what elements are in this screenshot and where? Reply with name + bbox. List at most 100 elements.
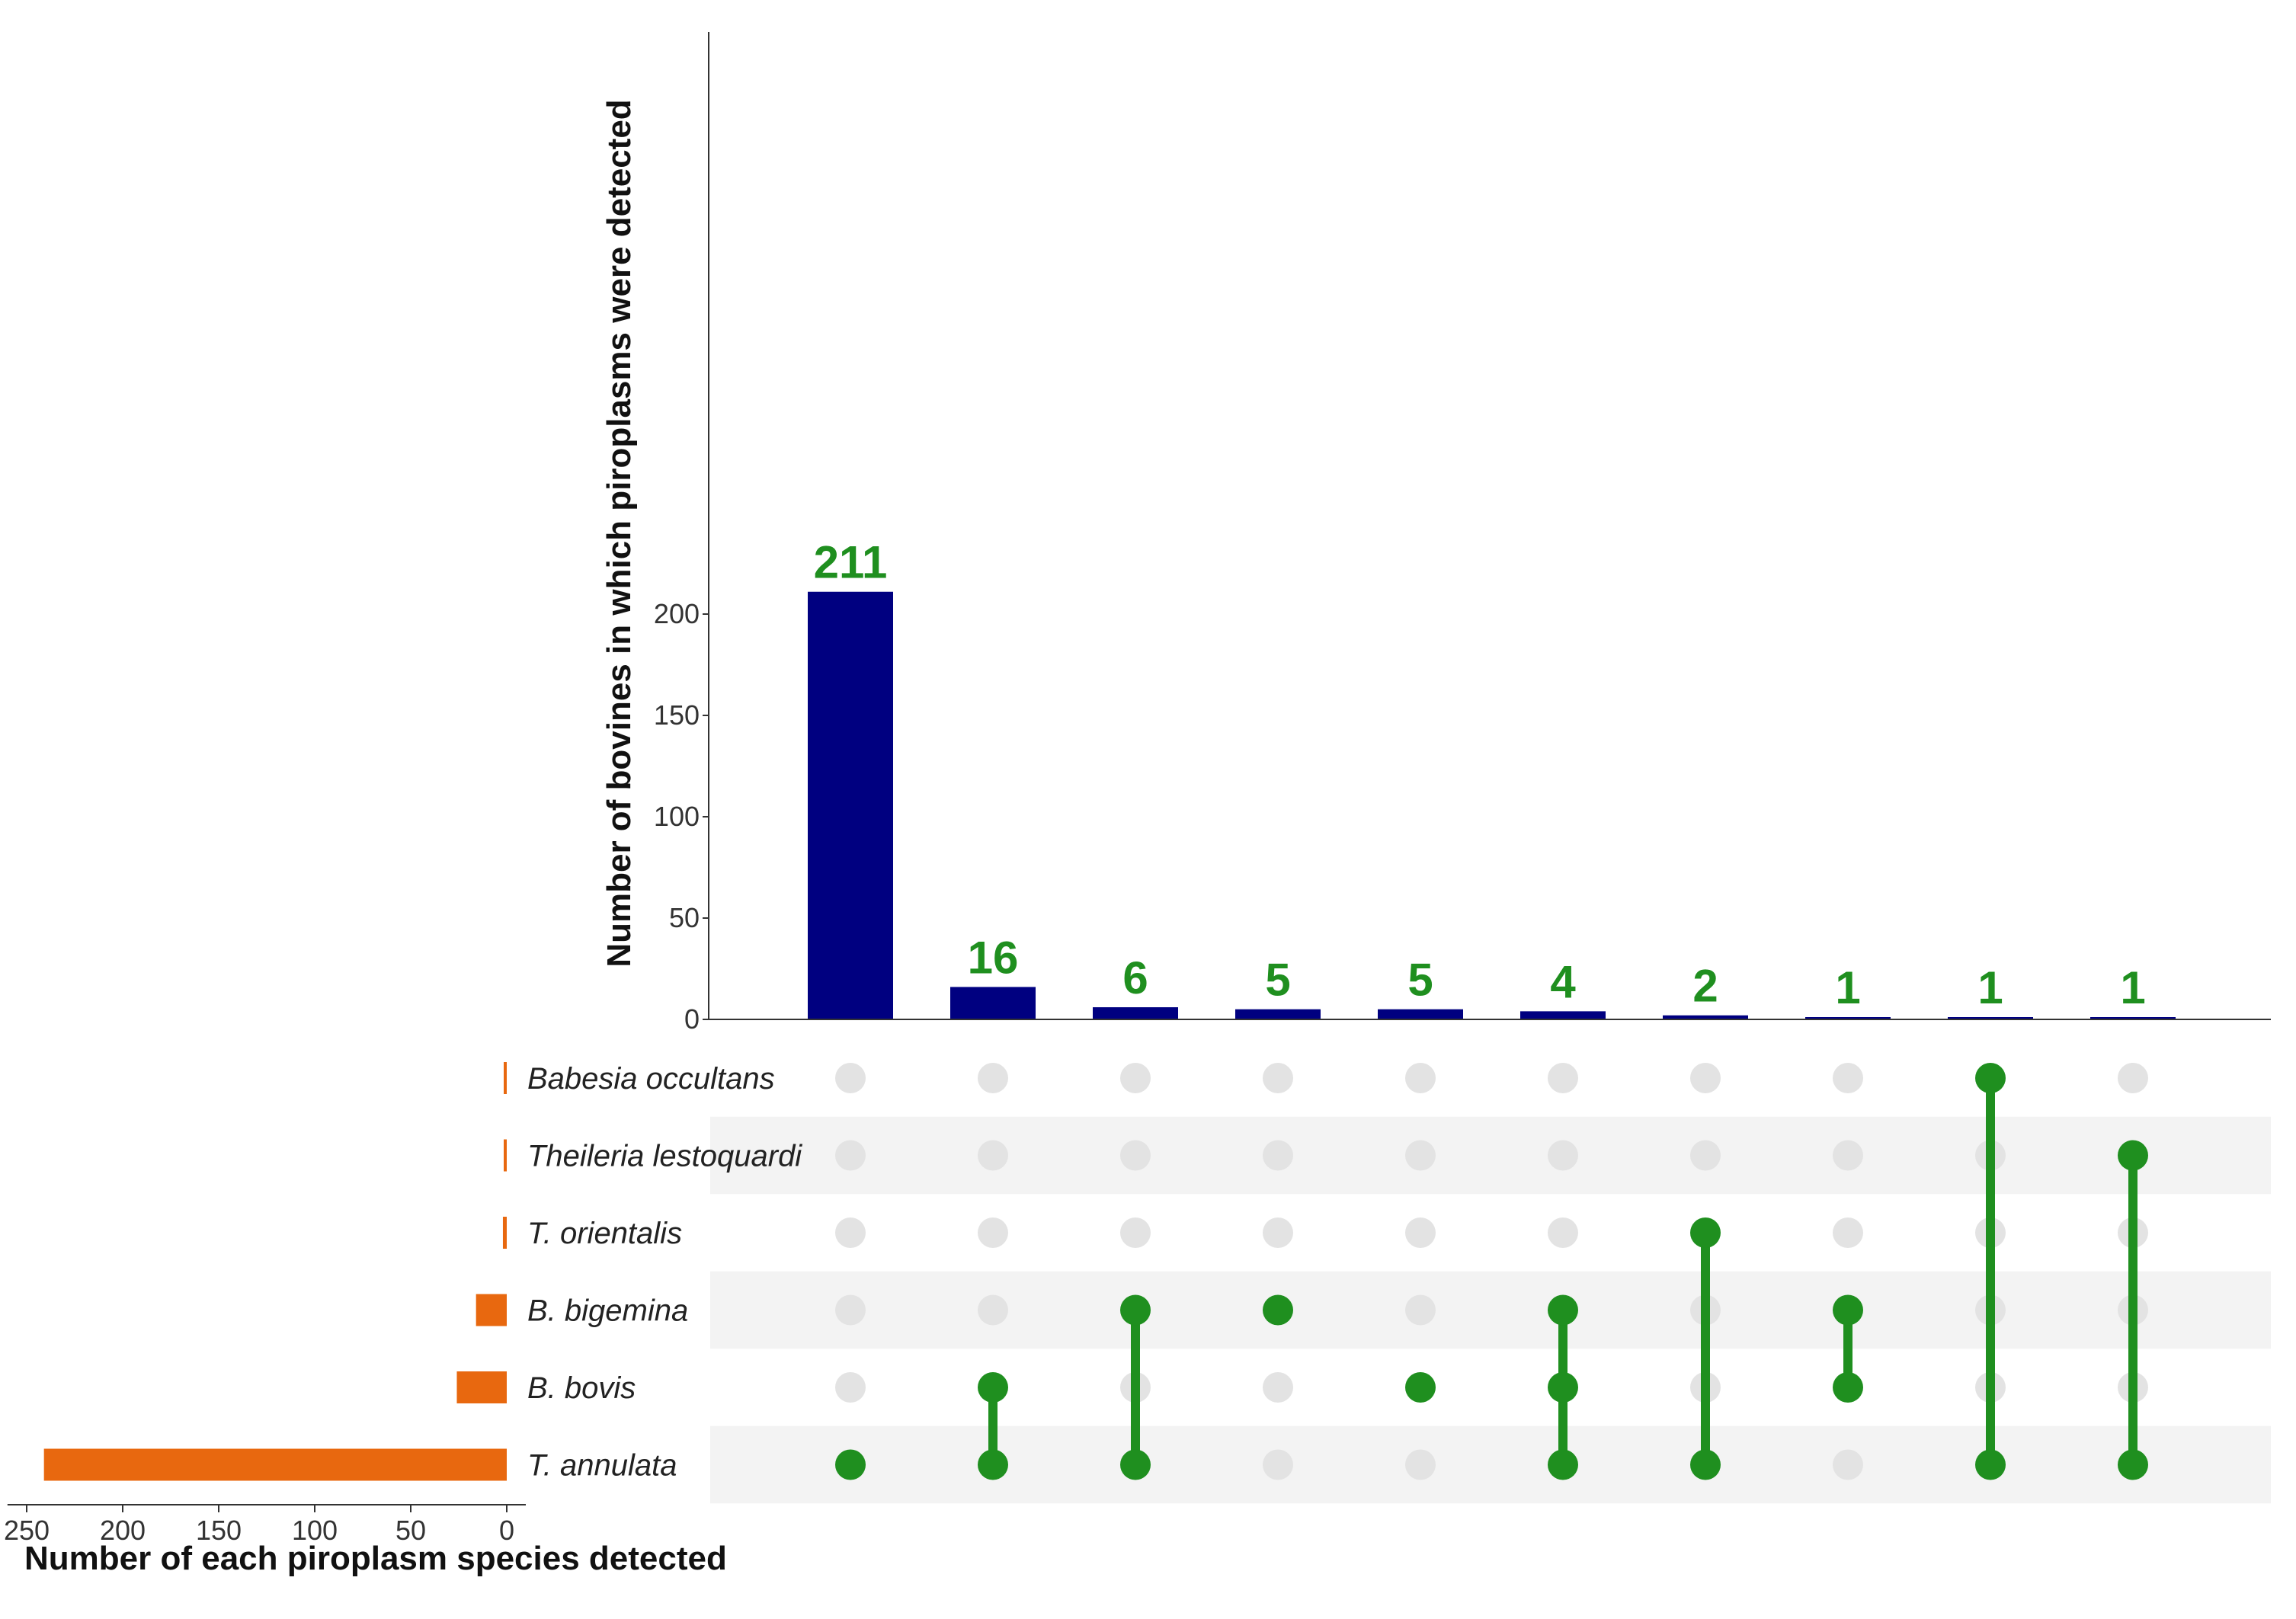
matrix-dot-inactive xyxy=(1405,1217,1436,1248)
matrix-dot-active xyxy=(1548,1372,1578,1403)
matrix-dot-inactive xyxy=(835,1217,866,1248)
bar-value-label: 4 xyxy=(1550,956,1576,1007)
set-tick-label: 0 xyxy=(499,1515,514,1546)
matrix-dot-active xyxy=(1833,1372,1863,1403)
set-tick-label: 100 xyxy=(292,1515,338,1546)
matrix-dot-active xyxy=(2118,1140,2148,1171)
matrix-dot-active xyxy=(978,1372,1008,1403)
matrix-dot-inactive xyxy=(835,1372,866,1403)
y-tick-label: 200 xyxy=(654,598,700,629)
bar-value-label: 16 xyxy=(968,932,1019,983)
matrix-dot-inactive xyxy=(1833,1449,1863,1480)
matrix-dot-inactive xyxy=(1263,1217,1293,1248)
matrix-dot-inactive xyxy=(1548,1217,1578,1248)
matrix-dot-active xyxy=(1690,1449,1721,1480)
matrix-dot-inactive xyxy=(1690,1063,1721,1093)
matrix-dots xyxy=(835,1063,2148,1480)
matrix-dot-inactive xyxy=(1833,1063,1863,1093)
y-tick-label: 100 xyxy=(654,801,700,832)
set-label: T. annulata xyxy=(527,1449,677,1483)
matrix-dot-inactive xyxy=(835,1063,866,1093)
bar-value-label: 5 xyxy=(1407,955,1433,1006)
bar-value-label: 5 xyxy=(1265,955,1290,1006)
y-tick-label: 0 xyxy=(684,1003,700,1035)
bar-value-label: 6 xyxy=(1122,952,1148,1003)
matrix-dot-inactive xyxy=(1548,1063,1578,1093)
bar-value-label: 1 xyxy=(2120,962,2145,1013)
set-size-bar xyxy=(502,1217,507,1249)
set-tick-label: 50 xyxy=(395,1515,426,1546)
matrix-dot-active xyxy=(2118,1449,2148,1480)
matrix-dot-inactive xyxy=(1690,1140,1721,1171)
set-tick-label: 200 xyxy=(100,1515,146,1546)
intersection-bar xyxy=(950,987,1036,1019)
intersection-bar xyxy=(1235,1009,1321,1019)
intersection-bar xyxy=(1948,1017,2033,1019)
matrix-dot-active xyxy=(1975,1449,2006,1480)
set-size-bars xyxy=(43,1062,508,1481)
intersection-bars xyxy=(808,591,2176,1019)
set-labels: Babesia occultans Theileria lestoquardi T.… xyxy=(527,1062,802,1483)
y-axis: 0 50 100 150 200 xyxy=(654,32,2271,1035)
matrix-dot-inactive xyxy=(1263,1372,1293,1403)
matrix-dot-inactive xyxy=(978,1063,1008,1093)
matrix-dot-inactive xyxy=(835,1140,866,1171)
matrix-dot-inactive xyxy=(1833,1140,1863,1171)
bar-value-label: 1 xyxy=(1977,962,2003,1013)
matrix-dot-active xyxy=(1405,1372,1436,1403)
matrix-dot-active xyxy=(1263,1294,1293,1326)
intersection-bar xyxy=(1093,1007,1178,1019)
matrix-dot-active xyxy=(835,1449,866,1480)
matrix-dot-inactive xyxy=(1548,1140,1578,1171)
bar-value-label: 211 xyxy=(814,537,888,588)
intersection-bar xyxy=(1805,1017,1891,1019)
matrix-dot-inactive xyxy=(978,1294,1008,1326)
set-size-axis-title: Number of each piroplasm species detecte… xyxy=(24,1540,727,1577)
set-size-axis: 250 200 150 100 50 0 xyxy=(4,1504,526,1546)
set-label: T. orientalis xyxy=(527,1217,682,1250)
matrix-dot-inactive xyxy=(1263,1063,1293,1093)
matrix-dot-active xyxy=(1120,1294,1151,1326)
matrix-dot-inactive xyxy=(1405,1140,1436,1171)
set-size-bar xyxy=(504,1062,507,1094)
set-tick-label: 250 xyxy=(4,1515,50,1546)
intersection-bar xyxy=(1663,1015,1748,1019)
set-label: Babesia occultans xyxy=(527,1062,775,1096)
matrix-dot-inactive xyxy=(1405,1449,1436,1480)
set-size-bar xyxy=(456,1371,507,1403)
set-size-bar xyxy=(476,1294,507,1326)
bar-value-label: 1 xyxy=(1835,962,1860,1013)
set-label: Theileria lestoquardi xyxy=(527,1140,802,1173)
matrix-row-stripe xyxy=(710,1425,2271,1504)
matrix-dot-active xyxy=(1833,1294,1863,1326)
set-tick-label: 150 xyxy=(196,1515,242,1546)
intersection-bar xyxy=(2090,1017,2176,1019)
matrix-dot-active xyxy=(1690,1217,1721,1248)
y-tick-label: 150 xyxy=(654,699,700,731)
matrix-dot-inactive xyxy=(1263,1449,1293,1480)
matrix-dot-active xyxy=(1975,1063,2006,1093)
matrix-row-stripe xyxy=(710,1271,2271,1349)
matrix-dot-inactive xyxy=(1120,1140,1151,1171)
matrix-row-stripe xyxy=(710,1116,2271,1195)
matrix-dot-inactive xyxy=(1405,1294,1436,1326)
matrix-dot-active xyxy=(978,1449,1008,1480)
intersection-bar xyxy=(808,591,893,1019)
bar-value-label: 2 xyxy=(1692,961,1718,1012)
matrix-dot-active xyxy=(1548,1294,1578,1326)
set-size-bar xyxy=(43,1448,508,1481)
matrix-row-stripes xyxy=(710,1116,2271,1504)
matrix-dot-active xyxy=(1120,1449,1151,1480)
set-size-bar xyxy=(504,1139,507,1172)
set-label: B. bovis xyxy=(527,1371,636,1405)
y-axis-title: Number of bovines in which piroplasms we… xyxy=(600,99,638,967)
set-label: B. bigemina xyxy=(527,1294,688,1328)
matrix-dot-inactive xyxy=(835,1294,866,1326)
matrix-dot-inactive xyxy=(1263,1140,1293,1171)
intersection-bar xyxy=(1520,1011,1606,1019)
matrix-dot-inactive xyxy=(978,1140,1008,1171)
matrix-dot-active xyxy=(1548,1449,1578,1480)
intersection-bar xyxy=(1378,1009,1463,1019)
y-tick-label: 50 xyxy=(669,902,700,933)
